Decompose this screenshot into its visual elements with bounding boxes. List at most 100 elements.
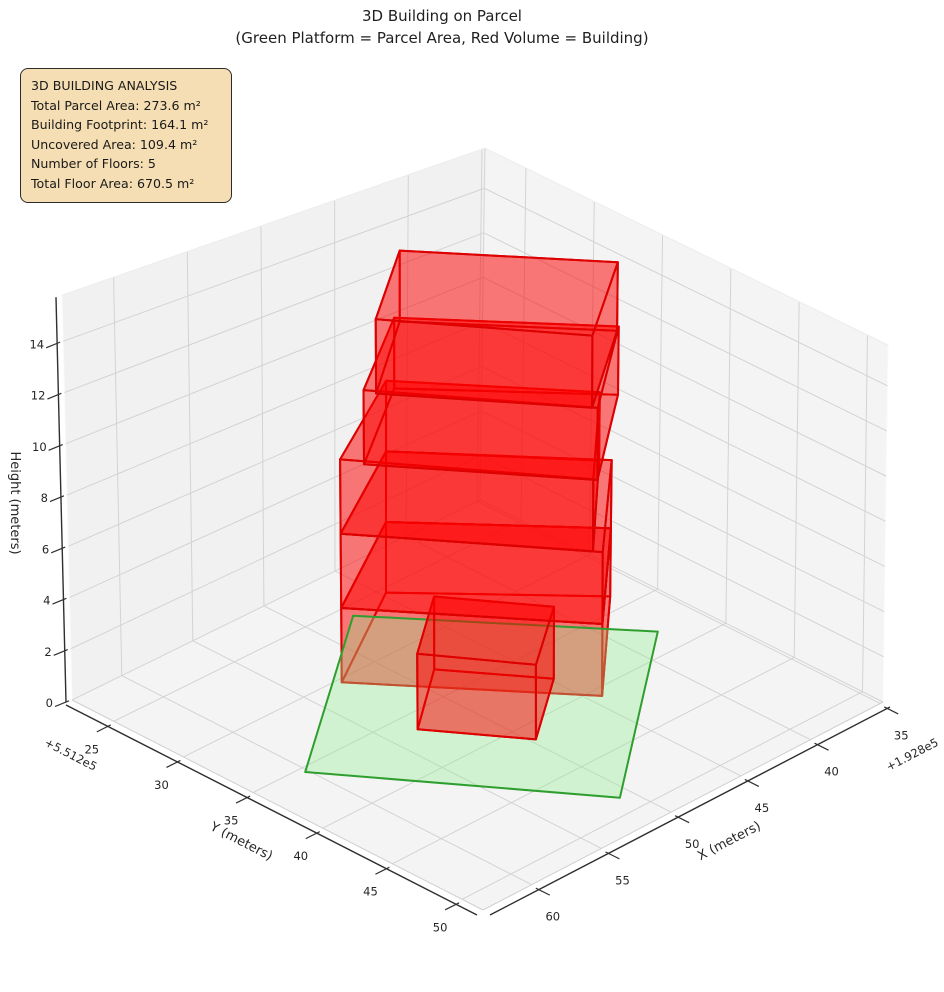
grid-z-left	[71, 499, 481, 701]
building-floor-4-top-face	[362, 316, 620, 409]
axis-lines	[55, 297, 891, 916]
y-tick-label: 35	[224, 814, 239, 828]
x-axis-line	[489, 706, 891, 916]
x-tick-mark	[535, 887, 551, 896]
z-tick-label: 2	[44, 645, 51, 659]
z-tick-mark	[50, 546, 66, 554]
z-tick-mark	[48, 444, 63, 451]
y-axis-line	[65, 704, 478, 916]
grid-x-wall	[113, 277, 123, 676]
info-stat-parcel-area: Total Parcel Area: 273.6 m²	[31, 97, 201, 113]
grid-z-left	[70, 455, 481, 650]
grid-z-left	[64, 232, 484, 394]
grid-z-right	[480, 455, 884, 658]
z-axis-label: Height (meters)	[7, 451, 22, 554]
grid-z-right	[484, 187, 888, 387]
grid-z-right	[482, 276, 887, 477]
chart-title-line2: (Green Platform = Parcel Area, Red Volum…	[235, 29, 649, 47]
grid-y-wall	[725, 268, 732, 624]
z-tick-mark	[53, 649, 68, 656]
z-tick-label: 12	[31, 389, 46, 403]
y-tick-mark	[375, 866, 390, 875]
z-tick-label: 8	[41, 491, 48, 505]
grid-y-floor	[183, 554, 590, 758]
building-floor-5	[374, 249, 619, 409]
grid-y-floor	[461, 691, 863, 900]
parcel-platform	[304, 614, 659, 799]
grid-y-wall	[657, 234, 664, 590]
building-annex-top-face	[416, 595, 555, 666]
info-stat-building-footprint: Building Footprint: 164.1 m²	[31, 117, 209, 133]
x-tick-label: 50	[685, 837, 700, 851]
z-tick-mark	[49, 495, 65, 503]
pane-edge-top-left	[61, 147, 486, 296]
scene-3d	[304, 249, 659, 799]
z-tick-label: 10	[32, 440, 47, 454]
x-tick-mark	[605, 851, 620, 860]
building-floor-5-top-face	[374, 249, 619, 337]
tick-marks	[45, 341, 899, 911]
grid-y-wall	[793, 301, 800, 658]
x-tick-label: 55	[615, 873, 630, 887]
x-tick-mark	[744, 778, 760, 787]
info-stat-total-floor-area: Total Floor Area: 670.5 m²	[31, 175, 195, 191]
grid-x-floor	[334, 570, 742, 777]
z-axis-line	[55, 297, 67, 703]
grid-z-left	[66, 321, 483, 496]
x-tick-label: 35	[894, 728, 909, 742]
grid-y-floor	[322, 622, 727, 829]
info-box-title: 3D BUILDING ANALYSIS	[31, 78, 178, 93]
y-tick-mark	[166, 759, 181, 768]
grid-y-floor	[392, 657, 795, 865]
y-tick-mark	[444, 902, 460, 911]
tick-labels: 35 40 45 50 55 60 25 30 35 40 45 50 0 2 4 6 8 10 12 14	[29, 337, 908, 934]
z-tick-mark	[54, 700, 70, 708]
y-tick-label: 30	[154, 778, 169, 792]
grid-z-right	[481, 410, 885, 613]
z-tick-label: 6	[42, 542, 49, 556]
y-axis-label: Y (meters)	[207, 819, 275, 864]
grid-z-right	[482, 321, 886, 522]
grid-z-left	[65, 276, 484, 445]
analysis-info-box: 3D BUILDING ANALYSIS Total Parcel Area: …	[20, 68, 232, 203]
y-tick-mark	[96, 724, 112, 733]
grid-z-left	[69, 410, 482, 598]
grid-x-floor	[192, 640, 602, 849]
x-tick-label: 45	[755, 801, 770, 815]
chart-title: 3D Building on Parcel (Green Platform = …	[0, 6, 884, 49]
grid-x-floor	[263, 605, 672, 813]
x-tick-mark	[674, 815, 690, 824]
axes-panes	[61, 147, 889, 911]
x-tick-label: 40	[824, 765, 839, 779]
y-tick-mark	[235, 795, 251, 804]
pane-edge-top-right	[484, 147, 889, 346]
x-tick-label: 60	[545, 910, 560, 924]
z-tick-mark	[45, 341, 61, 349]
x-tick-mark	[814, 742, 829, 751]
building-floor-1	[340, 521, 612, 697]
grid-x-floor	[476, 500, 881, 704]
building-floor-3	[339, 379, 601, 553]
chart-title-line1: 3D Building on Parcel	[362, 7, 522, 25]
grid-y-floor	[113, 520, 522, 722]
pane-edge-floor-right	[482, 701, 884, 911]
grid-y-wall	[520, 168, 527, 521]
z-tick-mark	[47, 392, 62, 400]
building-annex-side-face	[416, 652, 537, 741]
y-tick-label: 50	[433, 920, 448, 934]
x-axis-label: X (meters)	[695, 819, 763, 864]
info-stat-uncovered-area: Uncovered Area: 109.4 m²	[31, 136, 198, 152]
z-tick-label: 14	[29, 337, 44, 351]
grid-z-right	[481, 365, 886, 567]
x-axis-offset-text: +1.928e5	[884, 735, 941, 774]
grid-x-wall	[405, 174, 409, 537]
grid-lines	[62, 149, 888, 900]
grid-x-floor	[405, 535, 811, 741]
grid-x-wall	[186, 251, 194, 641]
y-tick-label: 45	[363, 885, 378, 899]
pane-edge-floor-left	[71, 699, 484, 911]
x-tick-mark	[883, 706, 899, 715]
z-tick-label: 4	[43, 594, 50, 608]
info-stat-number-of-floors: Number of Floors: 5	[31, 156, 156, 172]
